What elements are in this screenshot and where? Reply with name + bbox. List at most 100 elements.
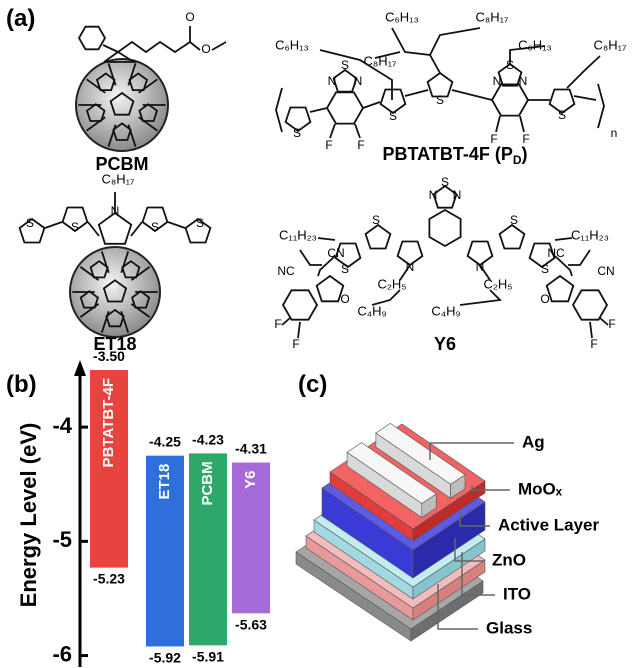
atom: CN: [327, 246, 344, 260]
name-part: PBTATBT-4F (P: [383, 144, 513, 164]
substituent: C₁₁H₂₃: [279, 227, 317, 242]
atom: S: [436, 93, 444, 107]
ring: [498, 223, 526, 250]
bond: [566, 55, 601, 89]
atom: S: [441, 175, 449, 189]
bond: [79, 266, 100, 281]
atom: O: [540, 292, 549, 306]
axis-arrow: [74, 360, 86, 376]
leader-line: [429, 442, 514, 460]
atom: F: [357, 138, 364, 152]
bond: [127, 63, 137, 86]
bond: [281, 317, 291, 326]
ring: [332, 68, 358, 93]
bond: [509, 45, 546, 64]
substituent: C₈H₁₇: [593, 37, 627, 52]
substituent: C₆H₁₃: [518, 37, 552, 52]
bond: [120, 310, 130, 333]
atom: S: [341, 262, 349, 276]
lumo-label: -4.31: [235, 441, 267, 457]
bond: [362, 101, 381, 109]
leader-line: [437, 584, 478, 630]
bond: [211, 41, 227, 51]
panel-label: (c): [298, 371, 327, 398]
energy-bar: [232, 462, 270, 614]
atom: F: [490, 132, 497, 146]
lumo-label: -3.50: [93, 348, 125, 364]
bond: [107, 63, 117, 86]
atom: S: [372, 213, 380, 227]
atom: F: [608, 317, 615, 331]
ring: [548, 88, 576, 115]
atom: N: [476, 260, 485, 274]
bond: [100, 310, 110, 333]
atom: S: [293, 126, 301, 140]
bond: [309, 107, 328, 113]
bond: [404, 89, 429, 97]
bond: [86, 116, 106, 132]
layer-label: ZnO: [492, 550, 526, 569]
bond: [399, 264, 411, 281]
atom: O: [185, 10, 194, 24]
atom: S: [541, 262, 549, 276]
atom: CN: [597, 264, 614, 278]
energy-bar: [189, 453, 227, 646]
substituent: C₈H₁₇: [475, 9, 509, 24]
bond: [317, 255, 336, 277]
molecule-name: ET18: [93, 334, 136, 354]
ring: [141, 206, 169, 233]
bond: [597, 83, 605, 129]
layer-label: Glass: [486, 618, 532, 637]
device-stack: Ag MoOₓ Active Layer ZnO ITO Glass: [295, 423, 599, 642]
ring: [528, 242, 556, 269]
atom: S: [196, 216, 204, 230]
bond: [138, 78, 158, 94]
atom: S: [341, 58, 349, 72]
repeat-index: n: [611, 126, 618, 140]
bond: [127, 124, 137, 147]
homo-label: -5.23: [93, 571, 125, 587]
fullerene: [75, 58, 169, 152]
bond: [117, 26, 191, 54]
bond: [519, 115, 525, 133]
homo-label: -5.63: [235, 616, 267, 632]
substituent: C₆H₁₃: [385, 9, 419, 24]
substituent: C₆H₁₃: [275, 37, 309, 52]
bond: [568, 249, 591, 266]
atom: N: [453, 188, 462, 202]
ring: [379, 88, 407, 115]
bar-label: Y6: [242, 471, 259, 489]
name-part: D: [513, 153, 522, 167]
atom: N: [328, 74, 337, 88]
bond: [100, 251, 110, 274]
energy-bar: [90, 370, 128, 568]
energy-bar: [146, 455, 184, 647]
bond: [138, 116, 158, 132]
atom: N: [493, 74, 502, 88]
atom: NC: [277, 264, 295, 278]
bond: [130, 303, 151, 318]
fullerene: [69, 246, 161, 338]
axis-title: Energy Level (eV): [16, 423, 41, 608]
molecule-name: Y6: [434, 334, 456, 354]
leader-line: [461, 552, 495, 596]
atom: F: [522, 132, 529, 146]
ag-electrode: [346, 442, 437, 504]
bond: [429, 27, 481, 56]
substituent: C₈H₁₇: [101, 171, 135, 186]
ring: [428, 208, 462, 248]
layer-label: Active Layer: [498, 515, 599, 534]
bond: [79, 303, 100, 318]
ring: [466, 240, 494, 267]
atom: N: [111, 204, 120, 218]
bond: [479, 264, 491, 281]
ring: [109, 91, 135, 116]
panel-label: (b): [6, 371, 37, 398]
bond: [374, 51, 401, 59]
bond: [554, 237, 573, 241]
atom: O: [340, 292, 349, 306]
bond: [297, 321, 301, 339]
homo-label: -5.92: [149, 649, 181, 665]
ring: [571, 289, 609, 321]
